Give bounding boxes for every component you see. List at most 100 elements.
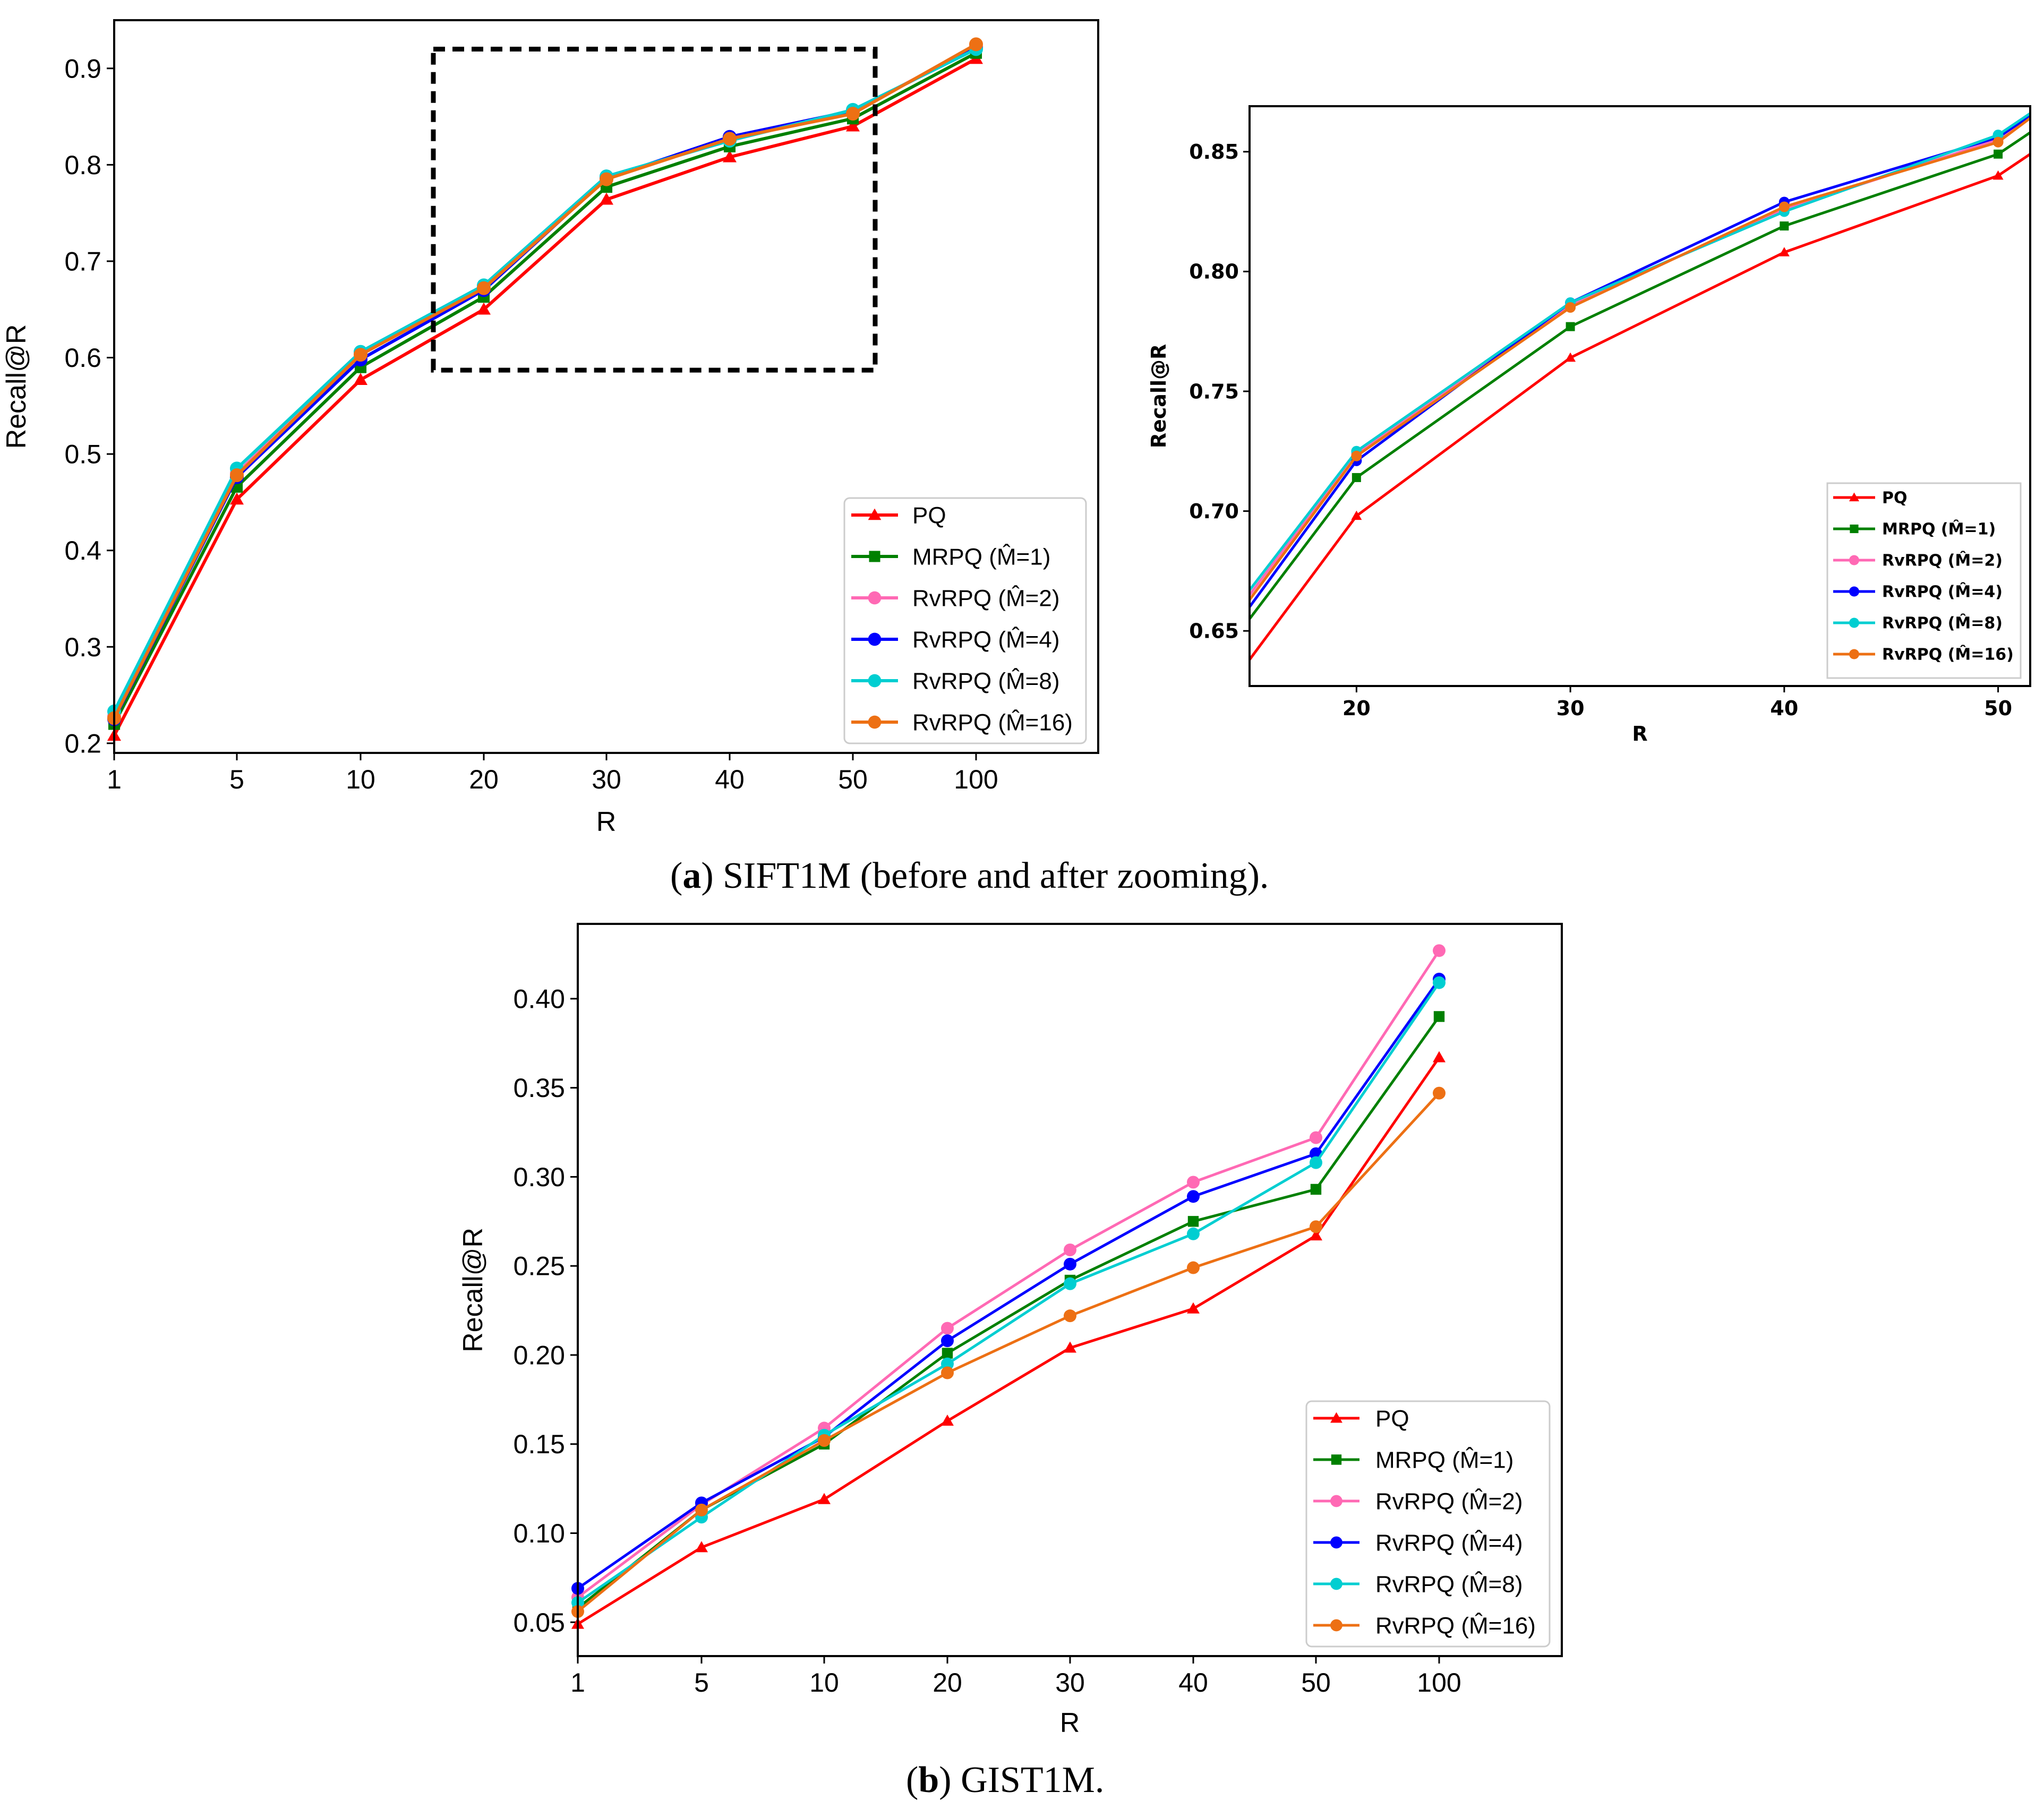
series-line-RvRPQ8 [113,47,977,713]
series-line-PQ [1250,153,2030,661]
data-point-RvRPQ16 [1992,136,2004,148]
y-tick-label: 0.25 [514,1251,565,1281]
legend-label-RvRPQ8: RvRPQ (M̂=8) [1882,614,2003,632]
data-point-PQ [477,302,491,315]
x-tick-label: 40 [1770,697,1798,720]
data-point-PQ [1565,352,1576,362]
chart-gist1m: 0.05 0.10 0.15 0.20 0.25 0.30 0.35 0.40 1 5 10 20 30… [458,923,1563,1738]
zoom-region-box [431,46,878,373]
x-tick-label: 50 [1984,697,2012,720]
series-line-MRPQ1 [1250,131,2030,620]
y-axis-label: Recall@R [1,324,32,449]
data-point-RvRPQ16 [1187,1261,1200,1274]
legend-label-MRPQ1: MRPQ (M̂=1) [1375,1446,1513,1473]
x-tick-label: 30 [1556,697,1585,720]
data-point-PQ [1351,510,1362,520]
legend-label-RvRPQ2: RvRPQ (M̂=2) [912,585,1059,611]
data-point-MRPQ1 [1433,1011,1445,1022]
series-line-MRPQ1 [113,52,977,725]
legend-marker-PQ [1330,1412,1342,1423]
x-tick-label: 30 [592,765,621,794]
caption-b-label: b [918,1760,939,1801]
data-point-RvRPQ8 [1064,1277,1076,1290]
legend-label-RvRPQ16: RvRPQ (M̂=16) [912,709,1073,735]
legend: PQ MRPQ (M̂=1) RvRPQ (M̂=2) RvRPQ (M̂=4) RvR… [843,497,1087,744]
series-line-RvRPQ16 [577,1092,1440,1613]
series-group [1250,112,2030,661]
legend-label-PQ: PQ [912,502,946,528]
y-tick-label: 0.20 [514,1340,565,1370]
x-tick-label: 10 [809,1668,839,1697]
data-point-PQ [1433,1051,1446,1062]
legend-marker-RvRPQ16 [868,715,882,729]
caption-b: (b) GIST1M. [906,1760,1105,1801]
x-tick-label: 40 [715,765,745,794]
data-point-RvRPQ16 [230,468,244,483]
data-point-PQ [1778,247,1790,256]
y-tick-label: 0.7 [64,246,101,276]
x-tick-label: 5 [694,1668,709,1697]
legend-marker-RvRPQ2 [868,591,882,605]
data-point-RvRPQ16 [1351,450,1362,461]
data-point-RvRPQ16 [818,1434,831,1447]
series-line-RvRPQ8 [577,982,1441,1604]
legend-label-PQ: PQ [1375,1405,1409,1431]
data-point-MRPQ1 [1780,221,1789,231]
data-point-PQ [1187,1302,1200,1314]
y-tick-label: 0.2 [64,728,101,758]
y-axis-label: Recall@R [458,1228,489,1352]
data-point-RvRPQ2 [1310,1131,1322,1144]
legend-marker-MRPQ1 [1850,524,1859,534]
y-tick-label: 0.70 [1189,500,1239,523]
y-tick-label: 0.6 [64,343,101,373]
data-point-RvRPQ16 [723,132,737,146]
y-tick-label: 0.5 [64,440,101,469]
data-point-RvRPQ2 [1187,1176,1200,1189]
data-point-RvRPQ16 [941,1366,954,1379]
legend-label-RvRPQ16: RvRPQ (M̂=16) [1882,645,2014,664]
legend-label-RvRPQ2: RvRPQ (M̂=2) [1882,551,2003,570]
data-point-RvRPQ16 [846,107,860,121]
legend-label-RvRPQ8: RvRPQ (M̂=8) [912,667,1059,694]
plot-frame [113,19,1099,754]
y-tick-label: 0.85 [1189,140,1239,164]
data-point-RvRPQ2 [941,1322,954,1335]
data-point-RvRPQ8 [1310,1156,1322,1169]
data-point-PQ [818,1493,831,1504]
x-axis-label: R [596,807,617,837]
legend-marker-RvRPQ8 [1330,1577,1342,1590]
data-point-PQ [1992,170,2004,180]
legend: PQ MRPQ (M̂=1) RvRPQ (M̂=2) RvRPQ (M̂=4) RvR… [1305,1400,1551,1648]
y-tick-label: 0.65 [1189,620,1239,643]
series-line-RvRPQ16 [113,42,977,719]
data-point-MRPQ1 [942,1348,953,1359]
caption-a: (a) SIFT1M (before and after zooming). [670,855,1269,896]
x-tick-label: 100 [1417,1668,1461,1697]
legend-marker-RvRPQ2 [1849,555,1859,565]
x-tick-label: 20 [1342,697,1371,720]
legend-label-MRPQ1: MRPQ (M̂=1) [912,543,1050,570]
caption-a-text: SIFT1M (before and after zooming). [723,855,1269,896]
y-tick-label: 0.05 [514,1608,565,1637]
y-tick-label: 0.80 [1189,260,1239,284]
legend-marker-RvRPQ8 [868,674,882,688]
data-point-RvRPQ16 [1565,302,1576,313]
series-line-RvRPQ4 [577,978,1441,1590]
y-axis-label: Recall@R [1147,344,1170,449]
series-line-RvRPQ16 [1250,117,2030,601]
y-tick-label: 0.10 [514,1519,565,1548]
data-point-PQ [1064,1341,1076,1353]
data-point-RvRPQ16 [1433,1086,1446,1100]
series-line-PQ [577,1057,1441,1625]
x-tick-label: 50 [1301,1668,1331,1697]
data-point-RvRPQ16 [600,172,613,186]
series-group [571,944,1446,1629]
legend-marker-MRPQ1 [1331,1454,1342,1465]
x-tick-label: 30 [1055,1668,1085,1697]
data-point-RvRPQ4 [941,1334,954,1348]
data-point-RvRPQ4 [1064,1257,1076,1271]
x-tick-label: 20 [933,1668,962,1697]
legend-label-RvRPQ4: RvRPQ (M̂=4) [1375,1529,1523,1556]
x-tick-label: 20 [469,765,499,794]
x-tick-label: 40 [1178,1668,1208,1697]
